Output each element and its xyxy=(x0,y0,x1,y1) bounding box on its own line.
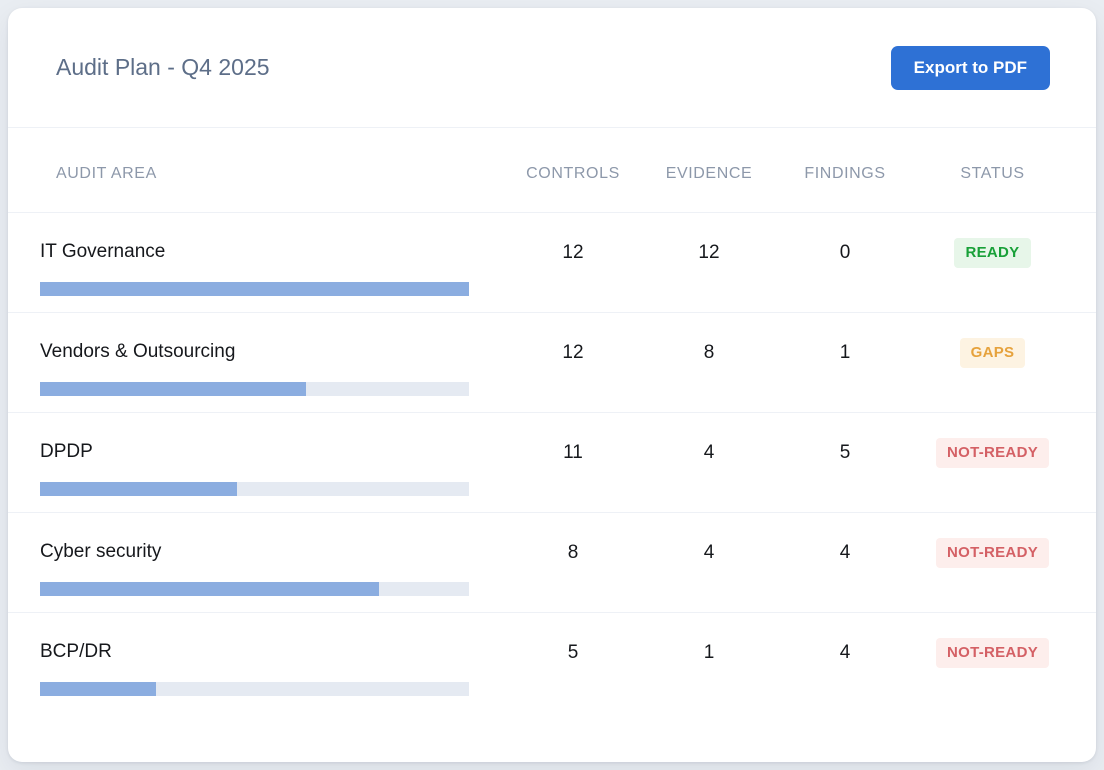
column-header-audit-area: AUDIT AREA xyxy=(56,165,157,182)
controls-count: 8 xyxy=(567,542,579,563)
column-header-findings: FINDINGS xyxy=(804,165,886,182)
card-header: Audit Plan - Q4 2025 Export to PDF xyxy=(8,8,1096,128)
controls-count: 11 xyxy=(563,442,583,463)
findings-count: 4 xyxy=(839,542,851,563)
audit-area-cell: BCP/DR xyxy=(8,613,505,712)
column-header-evidence: EVIDENCE xyxy=(665,165,753,182)
table-body: IT Governance 12 12 0 READY Vendors & Ou… xyxy=(8,212,1096,712)
audit-area-name: Cyber security xyxy=(40,541,162,562)
table-row: BCP/DR 5 1 4 NOT-READY xyxy=(8,612,1096,712)
evidence-progress-bar-fill xyxy=(40,582,379,596)
findings-count: 1 xyxy=(839,342,851,363)
controls-count: 12 xyxy=(562,342,584,363)
evidence-count: 4 xyxy=(703,442,715,463)
audit-area-name: DPDP xyxy=(40,441,93,462)
findings-count: 4 xyxy=(839,642,851,663)
status-cell: NOT-READY xyxy=(913,613,1072,712)
findings-count: 5 xyxy=(839,442,851,463)
status-cell: GAPS xyxy=(913,313,1072,412)
page-title: Audit Plan - Q4 2025 xyxy=(56,54,270,80)
controls-count: 12 xyxy=(562,242,584,263)
status-cell: READY xyxy=(913,213,1072,312)
controls-count: 5 xyxy=(567,642,579,663)
status-badge: NOT-READY xyxy=(935,538,1050,568)
audit-area-cell: Cyber security xyxy=(8,513,505,612)
evidence-progress-bar-fill xyxy=(40,482,238,496)
evidence-count: 1 xyxy=(703,642,715,663)
status-badge: READY xyxy=(954,238,1031,268)
findings-count: 0 xyxy=(839,242,851,263)
evidence-progress-bar xyxy=(40,582,469,596)
evidence-count: 12 xyxy=(698,242,720,263)
status-badge: GAPS xyxy=(959,338,1026,368)
evidence-progress-bar-fill xyxy=(40,382,306,396)
status-badge: NOT-READY xyxy=(935,438,1050,468)
audit-area-cell: DPDP xyxy=(8,413,505,512)
evidence-progress-bar xyxy=(40,482,469,496)
audit-area-cell: IT Governance xyxy=(8,213,505,312)
table-row: Vendors & Outsourcing 12 8 1 GAPS xyxy=(8,312,1096,412)
table-column-header: AUDIT AREA CONTROLS EVIDENCE FINDINGS ST… xyxy=(8,128,1096,212)
status-cell: NOT-READY xyxy=(913,413,1072,512)
table-row: DPDP 11 4 5 NOT-READY xyxy=(8,412,1096,512)
table-row: IT Governance 12 12 0 READY xyxy=(8,212,1096,312)
column-header-status: STATUS xyxy=(960,165,1025,182)
status-badge: NOT-READY xyxy=(935,638,1050,668)
audit-area-cell: Vendors & Outsourcing xyxy=(8,313,505,412)
evidence-progress-bar xyxy=(40,282,469,296)
evidence-progress-bar-fill xyxy=(40,682,156,696)
export-to-pdf-button[interactable]: Export to PDF xyxy=(890,45,1050,90)
audit-area-name: IT Governance xyxy=(40,241,166,262)
table-row: Cyber security 8 4 4 NOT-READY xyxy=(8,512,1096,612)
audit-area-name: Vendors & Outsourcing xyxy=(40,341,236,362)
audit-plan-card: Audit Plan - Q4 2025 Export to PDF AUDIT… xyxy=(8,8,1096,762)
evidence-progress-bar-fill xyxy=(40,282,469,296)
column-header-controls: CONTROLS xyxy=(526,165,620,182)
audit-area-name: BCP/DR xyxy=(40,641,112,662)
evidence-count: 8 xyxy=(703,342,715,363)
evidence-count: 4 xyxy=(703,542,715,563)
status-cell: NOT-READY xyxy=(913,513,1072,612)
evidence-progress-bar xyxy=(40,382,469,396)
evidence-progress-bar xyxy=(40,682,469,696)
